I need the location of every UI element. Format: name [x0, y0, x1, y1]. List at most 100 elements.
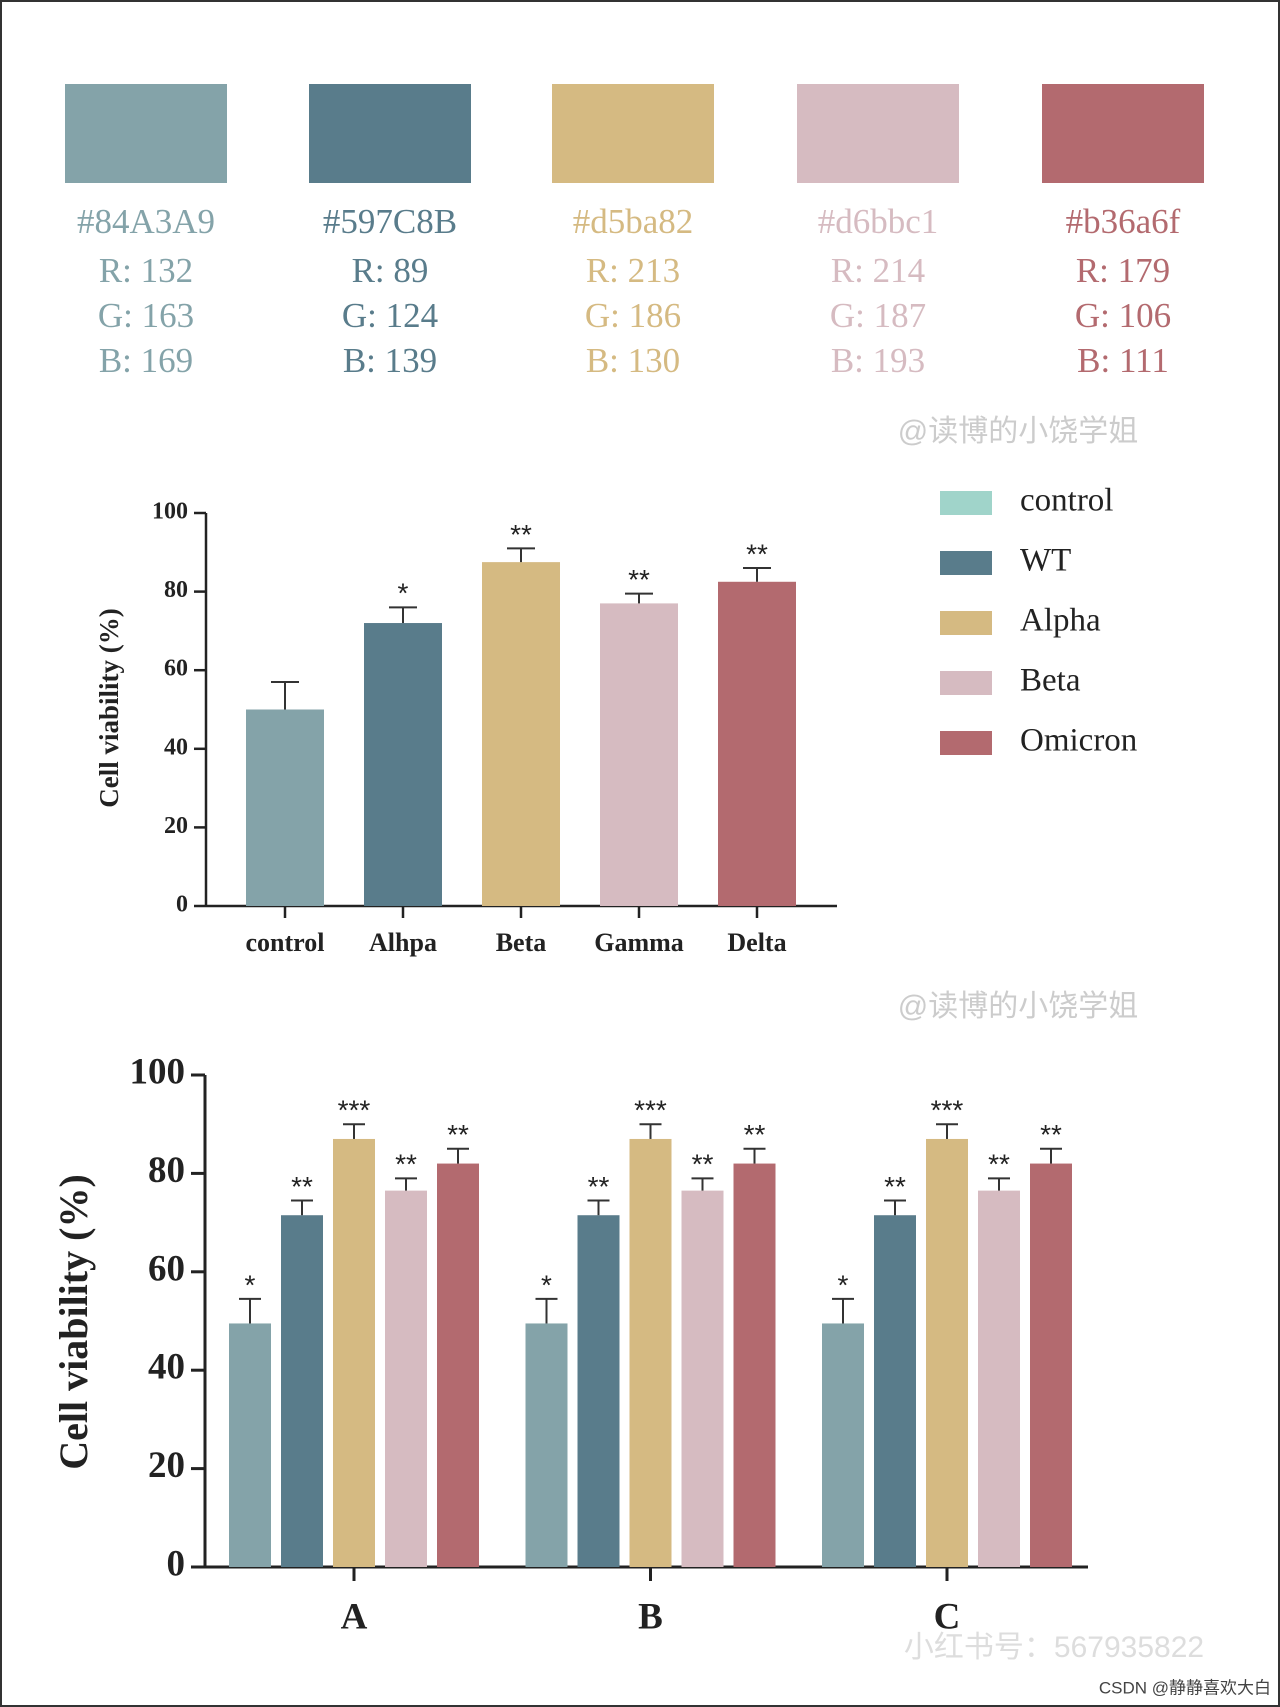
y-tick-label: 80	[164, 577, 188, 603]
bar	[437, 1163, 479, 1567]
legend-label: WT	[1020, 543, 1071, 579]
rgb-label: B: 111	[1077, 341, 1169, 380]
bar	[1030, 1163, 1072, 1567]
y-tick-label: 0	[167, 1543, 186, 1584]
significance-label: *	[245, 1269, 256, 1300]
rgb-label: B: 130	[586, 341, 680, 380]
rgb-label: B: 139	[343, 341, 437, 380]
rgb-label: R: 89	[352, 251, 429, 290]
x-tick-label: C	[934, 1596, 961, 1637]
y-axis-label: Cell viability (%)	[94, 608, 124, 807]
x-tick-label: B	[638, 1596, 663, 1637]
hex-label: #597C8B	[323, 202, 457, 241]
hex-label: #84A3A9	[77, 202, 215, 241]
bar	[364, 623, 442, 906]
significance-label: **	[884, 1171, 906, 1202]
y-tick-label: 80	[148, 1150, 185, 1191]
significance-label: **	[692, 1149, 714, 1180]
bar	[482, 562, 560, 906]
color-swatch	[1042, 84, 1204, 183]
significance-label: ***	[338, 1095, 371, 1126]
color-swatch	[797, 84, 959, 183]
significance-label: **	[588, 1171, 610, 1202]
legend-label: Omicron	[1020, 723, 1137, 759]
rgb-label: G: 124	[342, 296, 438, 335]
significance-label: *	[398, 578, 409, 609]
legend-label: Alpha	[1020, 603, 1101, 639]
bar	[718, 581, 796, 906]
y-axis-label: Cell viability (%)	[51, 1174, 96, 1470]
significance-label: ***	[931, 1095, 964, 1126]
watermark: @读博的小饶学姐	[898, 990, 1138, 1023]
bar	[629, 1138, 672, 1567]
bar	[733, 1163, 776, 1567]
hex-label: #d6bbc1	[818, 202, 939, 241]
rgb-label: B: 193	[831, 341, 925, 380]
y-tick-label: 20	[164, 813, 188, 839]
x-tick-label: A	[341, 1596, 368, 1637]
rgb-label: R: 213	[586, 251, 680, 290]
bar	[822, 1323, 864, 1567]
legend-label: Beta	[1020, 663, 1081, 699]
significance-label: **	[291, 1171, 313, 1202]
rgb-label: G: 163	[98, 296, 194, 335]
watermark: CSDN @静静喜欢大白	[1099, 1678, 1271, 1697]
legend-swatch	[940, 551, 992, 575]
legend-swatch	[940, 731, 992, 755]
significance-label: **	[988, 1149, 1010, 1180]
legend-swatch	[940, 491, 992, 515]
significance-label: **	[1040, 1119, 1062, 1150]
significance-label: *	[838, 1269, 849, 1300]
significance-label: ***	[634, 1095, 667, 1126]
significance-label: **	[746, 538, 768, 569]
watermark: 小红书号：567935822	[904, 1631, 1204, 1664]
bar	[577, 1215, 620, 1567]
y-tick-label: 20	[148, 1445, 185, 1486]
y-tick-label: 0	[176, 892, 188, 918]
bar	[246, 709, 324, 906]
watermark: @读博的小饶学姐	[898, 415, 1138, 448]
bar	[978, 1190, 1020, 1567]
bar	[385, 1190, 427, 1567]
rgb-label: R: 179	[1076, 251, 1170, 290]
y-tick-label: 60	[148, 1248, 185, 1289]
bar	[600, 603, 678, 906]
x-tick-label: Gamma	[594, 928, 684, 957]
significance-label: **	[447, 1119, 469, 1150]
y-tick-label: 100	[152, 499, 188, 525]
legend-swatch	[940, 671, 992, 695]
x-tick-label: Delta	[727, 928, 786, 957]
hex-label: #b36a6f	[1066, 202, 1181, 241]
color-swatch	[309, 84, 471, 183]
rgb-label: R: 214	[831, 251, 925, 290]
y-tick-label: 40	[148, 1347, 185, 1388]
y-tick-label: 40	[164, 734, 188, 760]
color-swatch	[552, 84, 714, 183]
legend-swatch	[940, 611, 992, 635]
color-swatch	[65, 84, 227, 183]
bar	[525, 1323, 568, 1567]
x-tick-label: Alhpa	[369, 928, 437, 957]
x-tick-label: Beta	[496, 928, 547, 957]
significance-label: *	[541, 1269, 552, 1300]
legend-label: control	[1020, 483, 1113, 519]
bar	[681, 1190, 724, 1567]
rgb-label: B: 169	[99, 341, 193, 380]
bar	[926, 1138, 968, 1567]
bar	[281, 1215, 323, 1567]
rgb-label: G: 186	[585, 296, 681, 335]
significance-label: **	[395, 1149, 417, 1180]
bar	[333, 1138, 375, 1567]
rgb-label: G: 106	[1075, 296, 1171, 335]
hex-label: #d5ba82	[573, 202, 694, 241]
rgb-label: G: 187	[830, 296, 926, 335]
significance-label: **	[628, 564, 650, 595]
bar	[874, 1215, 916, 1567]
y-tick-label: 60	[164, 656, 188, 682]
x-tick-label: control	[246, 928, 325, 957]
rgb-label: R: 132	[99, 251, 193, 290]
significance-label: **	[510, 519, 532, 550]
significance-label: **	[744, 1119, 766, 1150]
y-tick-label: 100	[130, 1051, 186, 1092]
